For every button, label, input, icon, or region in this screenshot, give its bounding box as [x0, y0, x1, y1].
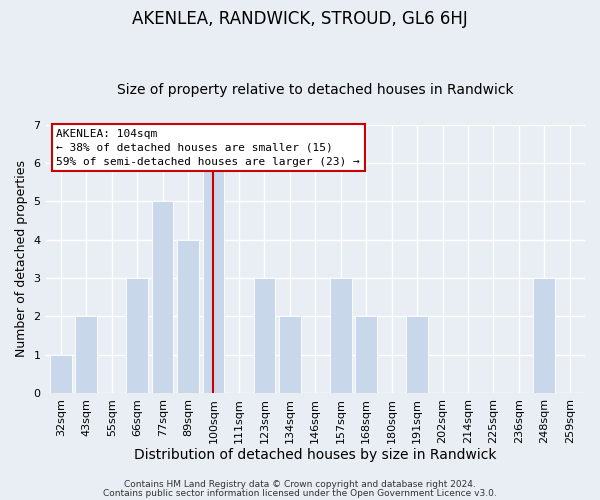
Bar — [279, 316, 301, 393]
Bar — [127, 278, 148, 393]
Bar — [50, 354, 71, 393]
Bar — [406, 316, 428, 393]
Text: AKENLEA: 104sqm
← 38% of detached houses are smaller (15)
59% of semi-detached h: AKENLEA: 104sqm ← 38% of detached houses… — [56, 128, 360, 166]
Bar — [203, 163, 224, 393]
Bar — [152, 201, 173, 393]
Bar — [254, 278, 275, 393]
Text: AKENLEA, RANDWICK, STROUD, GL6 6HJ: AKENLEA, RANDWICK, STROUD, GL6 6HJ — [132, 10, 468, 28]
Y-axis label: Number of detached properties: Number of detached properties — [15, 160, 28, 358]
Text: Contains HM Land Registry data © Crown copyright and database right 2024.: Contains HM Land Registry data © Crown c… — [124, 480, 476, 489]
X-axis label: Distribution of detached houses by size in Randwick: Distribution of detached houses by size … — [134, 448, 497, 462]
Bar — [177, 240, 199, 393]
Bar — [355, 316, 377, 393]
Bar — [330, 278, 352, 393]
Bar — [76, 316, 97, 393]
Bar — [533, 278, 555, 393]
Title: Size of property relative to detached houses in Randwick: Size of property relative to detached ho… — [117, 83, 514, 97]
Text: Contains public sector information licensed under the Open Government Licence v3: Contains public sector information licen… — [103, 490, 497, 498]
